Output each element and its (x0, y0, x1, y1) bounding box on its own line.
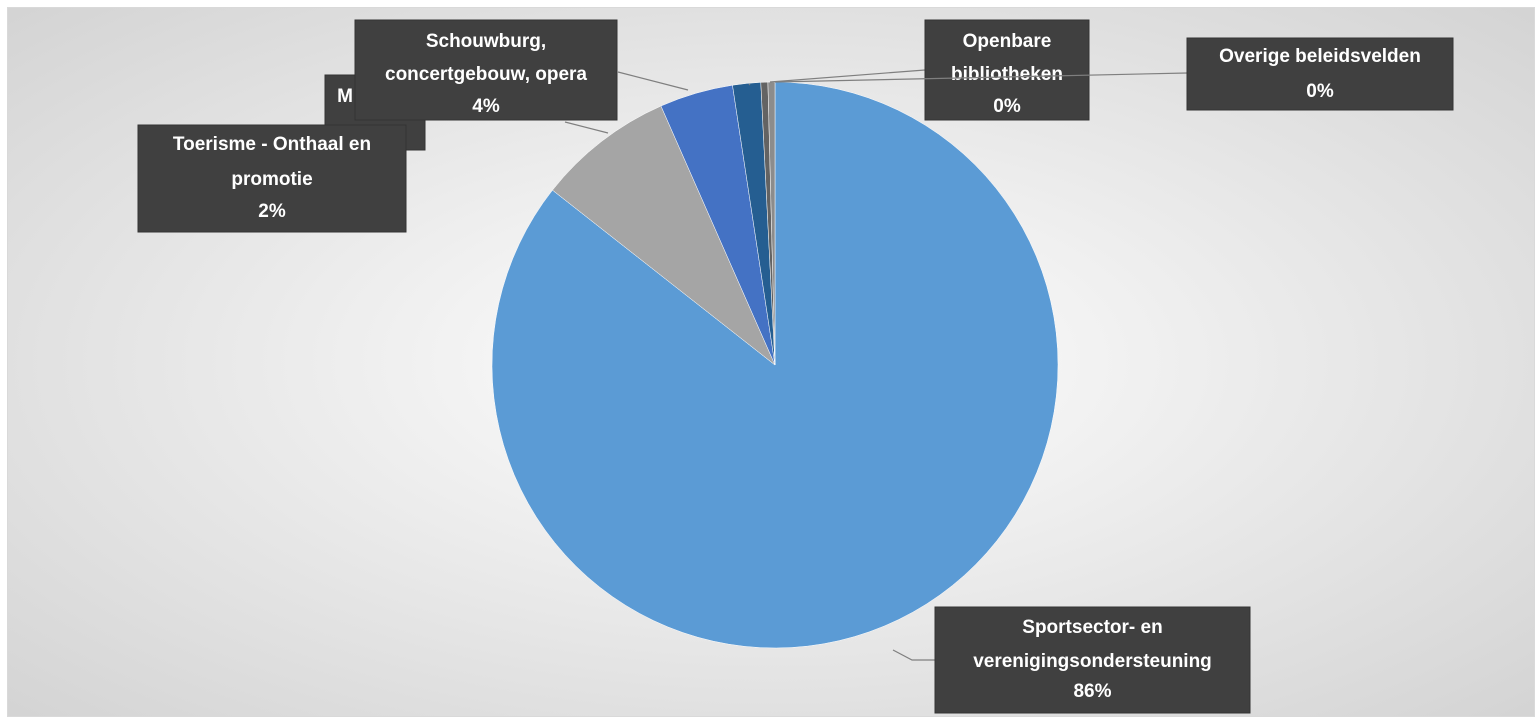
slice-label: Openbare bibliotheken (951, 31, 1063, 85)
slice-label: Schouwburg, concertgebouw, opera (385, 31, 587, 85)
slice-label: Toerisme - Onthaal en promotie (173, 134, 371, 190)
label-line: concertgebouw, opera (385, 64, 587, 85)
label-box (924, 19, 1090, 121)
leader-line (564, 121, 609, 134)
label-box (354, 19, 618, 121)
value-label: 4% (472, 96, 500, 117)
leader-line (748, 83, 751, 86)
label-line: promotie (231, 169, 312, 190)
label-box (934, 606, 1251, 714)
value-label: 0% (1306, 81, 1334, 102)
slice-label: Overige beleidsvelden (1219, 46, 1421, 67)
slice-label: M (337, 86, 353, 107)
label-line: Sportsector- en (1022, 617, 1162, 638)
label-box (137, 124, 407, 233)
value-label: 86% (1073, 681, 1111, 702)
leader-line (774, 72, 1188, 83)
label-line: verenigingsondersteuning (973, 651, 1212, 672)
leader-line (617, 71, 689, 91)
leader-line (769, 69, 926, 83)
label-box (1186, 37, 1454, 111)
label-line: Toerisme - Onthaal en (173, 134, 371, 155)
label-line: Schouwburg, (426, 31, 546, 52)
label-line: bibliotheken (951, 64, 1063, 85)
leader-line (892, 649, 935, 661)
value-label: 2% (258, 201, 286, 222)
value-label: 0% (993, 96, 1021, 117)
pie-slice (552, 105, 776, 366)
label-line: Openbare (963, 31, 1052, 52)
slice-label: Sportsector- en verenigingsondersteuning (973, 617, 1212, 672)
